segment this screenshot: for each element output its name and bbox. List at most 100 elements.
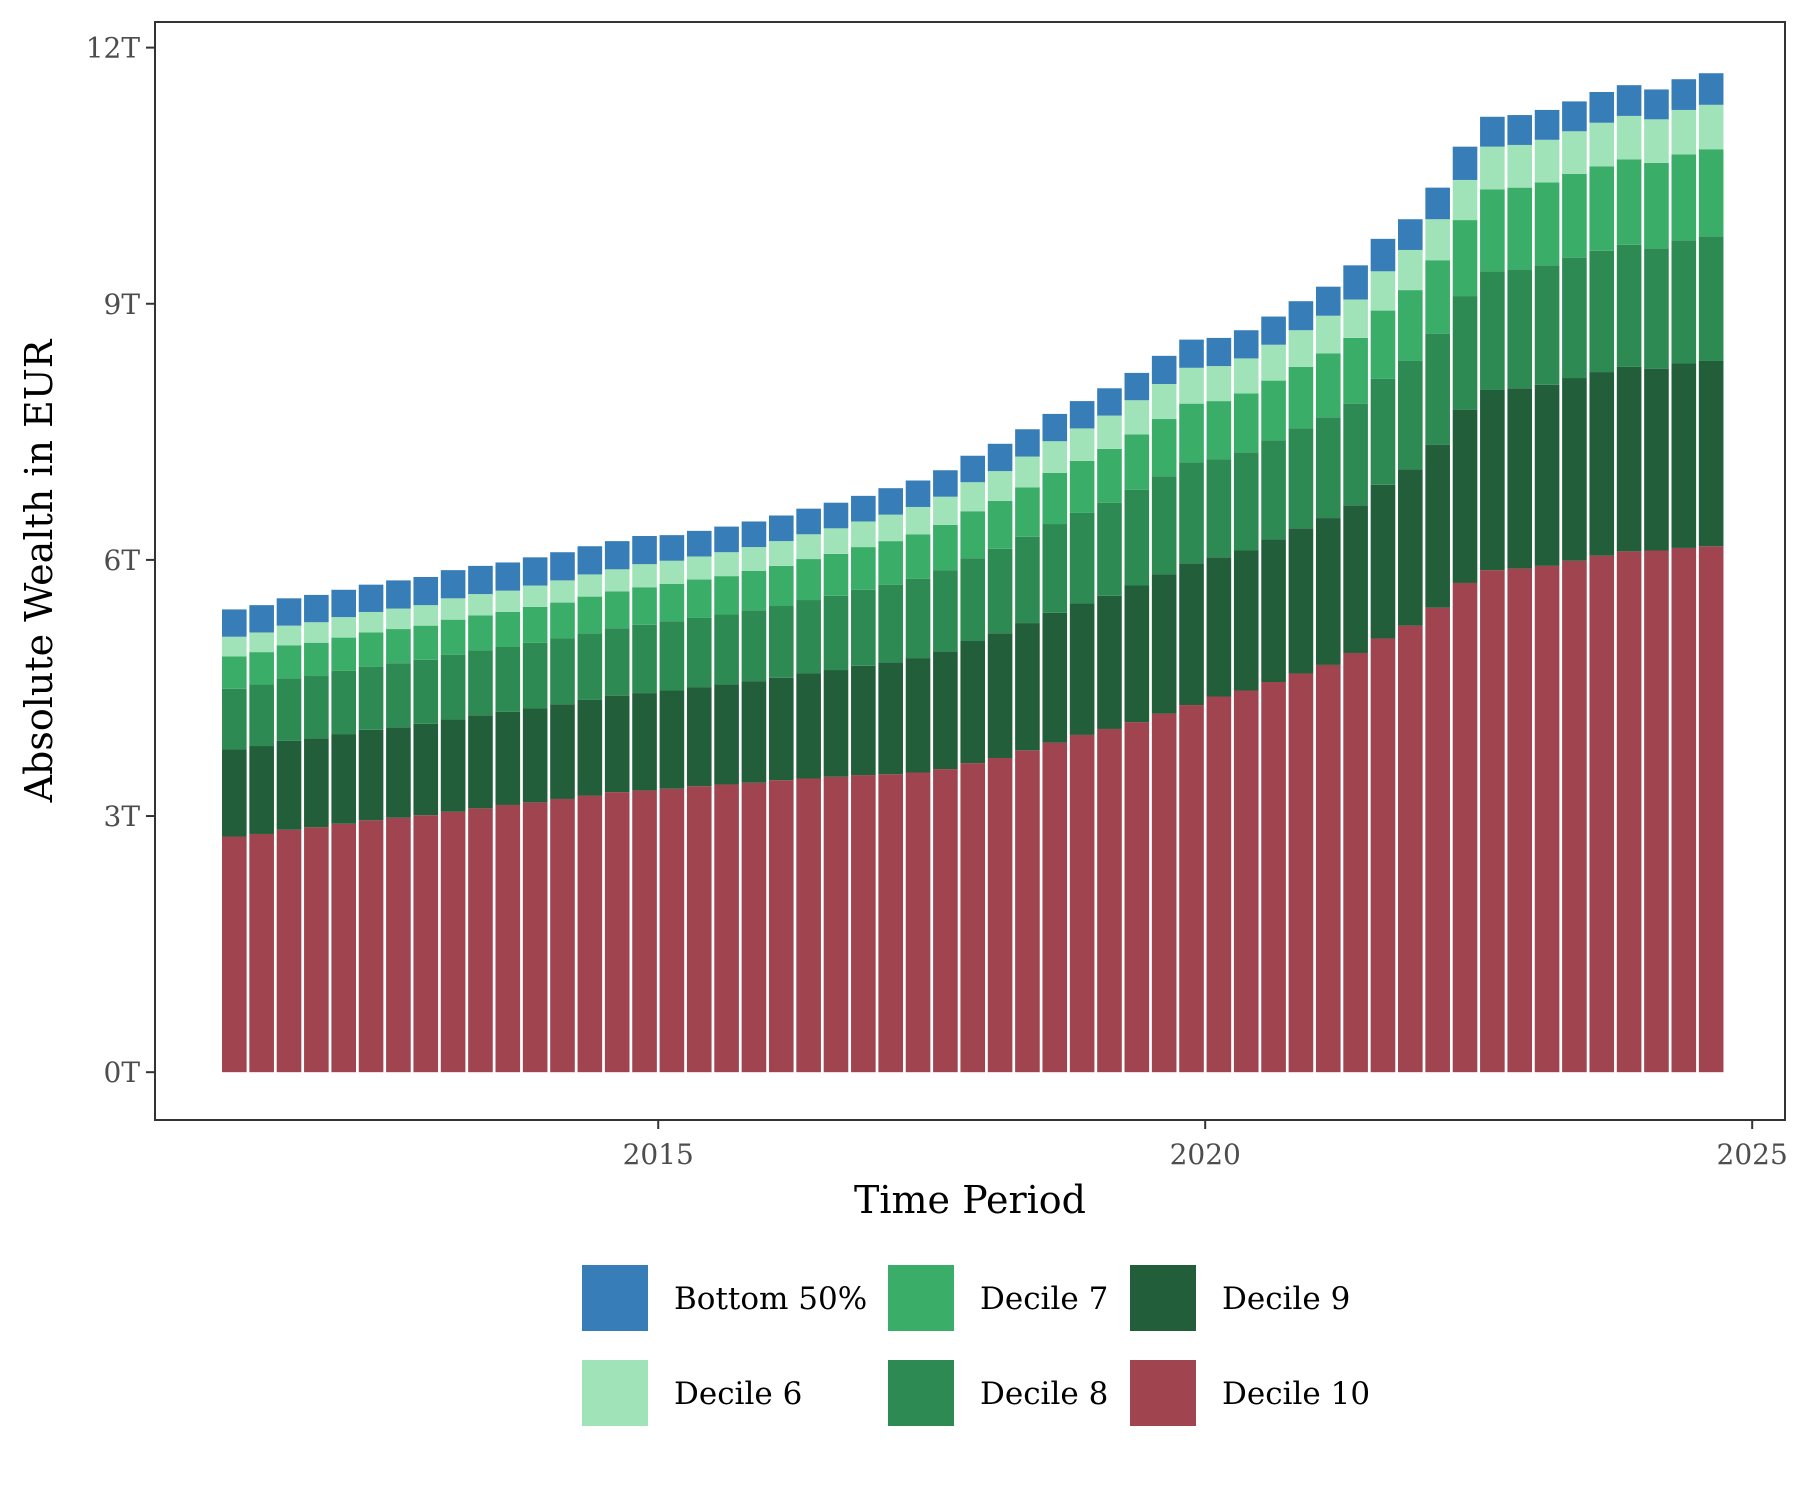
bar-segment-decile-10 <box>550 798 575 1073</box>
bar-segment-decile-8 <box>468 650 493 716</box>
bar-segment-decile-7 <box>276 645 302 679</box>
bar-segment-bottom-50 <box>796 508 821 535</box>
bar-segment-decile-9 <box>276 740 302 830</box>
bar-segment-decile-9 <box>1644 368 1669 551</box>
bar-segment-bottom-50 <box>987 443 1013 472</box>
bar-segment-decile-8 <box>1644 248 1669 369</box>
bar-segment-decile-6 <box>522 585 548 607</box>
bar-segment-bottom-50 <box>1288 301 1314 331</box>
legend-label-bottom-50: Bottom 50% <box>674 1281 867 1317</box>
bar-segment-decile-10 <box>1261 682 1286 1073</box>
bar-segment-decile-6 <box>823 528 849 554</box>
bar-segment-decile-10 <box>1042 742 1068 1073</box>
bar-segment-decile-8 <box>933 570 958 652</box>
bar-segment-decile-10 <box>1534 565 1560 1073</box>
bar-segment-decile-7 <box>386 629 411 664</box>
bar-segment-decile-9 <box>604 695 630 793</box>
bar-segment-bottom-50 <box>632 535 657 565</box>
legend-label-decile-10: Decile 10 <box>1222 1376 1370 1412</box>
bar-segment-decile-9 <box>851 665 876 776</box>
bar-segment-decile-6 <box>550 580 575 603</box>
bar-segment-bottom-50 <box>1206 337 1232 367</box>
bar-segment-decile-6 <box>440 598 466 620</box>
bar-segment-bottom-50 <box>1233 330 1259 359</box>
legend-key-decile-6 <box>582 1360 648 1426</box>
bar-segment-decile-6 <box>1507 144 1533 188</box>
bar-segment-bottom-50 <box>1343 265 1368 300</box>
bar-segment-bottom-50 <box>851 495 876 522</box>
bar-segment-decile-7 <box>1097 448 1122 503</box>
bar-segment-decile-6 <box>1097 415 1122 449</box>
bar-segment-decile-6 <box>1179 367 1204 404</box>
bar-segment-decile-7 <box>987 500 1013 549</box>
bar-segment-decile-8 <box>1589 250 1615 373</box>
bar-segment-decile-9 <box>1179 563 1204 706</box>
y-tick-label: 12T <box>86 32 141 65</box>
bar-segment-decile-7 <box>823 553 849 596</box>
bar-segment-decile-7 <box>1562 173 1587 258</box>
bar-segment-decile-6 <box>495 590 521 612</box>
bar-segment-decile-7 <box>1698 149 1724 237</box>
bar-segment-decile-6 <box>1398 249 1423 291</box>
bar-segment-bottom-50 <box>276 598 302 626</box>
bar-segment-bottom-50 <box>1507 115 1533 145</box>
bar-segment-decile-8 <box>851 589 876 666</box>
bar-segment-decile-9 <box>331 734 357 824</box>
bar-segment-bottom-50 <box>304 594 329 623</box>
bar-segment-decile-10 <box>1179 705 1204 1073</box>
bar-segment-decile-10 <box>358 820 384 1073</box>
bar-segment-decile-8 <box>1288 428 1314 529</box>
bar-segment-decile-9 <box>386 727 411 818</box>
bar-segment-decile-10 <box>659 788 685 1073</box>
axes: 0T 3T 6T 9T 12T 2015 2020 2025 <box>86 32 1788 1171</box>
bar-segment-bottom-50 <box>522 557 548 586</box>
bar-segment-decile-6 <box>1343 299 1368 338</box>
bar-segment-decile-6 <box>987 471 1013 501</box>
bar-segment-decile-6 <box>1124 400 1150 435</box>
bar-segment-decile-8 <box>1616 244 1642 367</box>
bar-segment-decile-7 <box>686 579 712 618</box>
bar-segment-decile-8 <box>1534 265 1560 385</box>
bar-segment-decile-10 <box>1589 555 1615 1073</box>
bar-segment-decile-6 <box>1151 384 1177 420</box>
bar-segment-decile-7 <box>1288 366 1314 429</box>
bar-segment-decile-9 <box>714 684 739 785</box>
bar-segment-decile-7 <box>304 642 329 677</box>
bar-segment-decile-8 <box>905 578 931 659</box>
bar-segment-decile-7 <box>1315 353 1341 418</box>
bar-segment-decile-10 <box>1370 638 1396 1073</box>
bar-segment-decile-6 <box>276 625 302 646</box>
bar-segment-decile-8 <box>1425 333 1450 445</box>
bar-segment-bottom-50 <box>1480 116 1505 147</box>
bar-segment-decile-10 <box>331 823 357 1073</box>
bar-segment-decile-10 <box>933 769 958 1073</box>
bar-segment-decile-6 <box>604 569 630 592</box>
bar-segment-bottom-50 <box>331 589 357 618</box>
bar-segment-bottom-50 <box>933 470 958 497</box>
bar-segment-decile-6 <box>249 632 274 653</box>
bar-segment-decile-6 <box>1206 366 1232 402</box>
bar-segment-decile-8 <box>1015 536 1040 624</box>
bar-segment-decile-10 <box>495 804 521 1073</box>
bar-segment-decile-10 <box>1233 690 1259 1073</box>
bar-segment-decile-10 <box>604 792 630 1073</box>
bar-segment-decile-9 <box>1206 557 1232 697</box>
bar-segment-bottom-50 <box>1452 146 1478 180</box>
y-tick-label: 9T <box>104 288 141 321</box>
bar-segment-bottom-50 <box>741 521 767 548</box>
bar-segment-bottom-50 <box>440 570 466 599</box>
bar-segment-decile-6 <box>768 541 794 566</box>
bar-segment-decile-9 <box>1452 409 1478 583</box>
bar-segment-decile-10 <box>851 775 876 1073</box>
bar-segment-decile-6 <box>686 556 712 580</box>
bar-segment-decile-9 <box>1562 378 1587 561</box>
bar-segment-decile-10 <box>1206 696 1232 1073</box>
bar-segment-bottom-50 <box>1616 85 1642 116</box>
bar-segment-decile-8 <box>768 606 794 678</box>
bar-segment-decile-6 <box>659 560 685 584</box>
bar-segment-decile-6 <box>577 574 603 597</box>
bar-segment-decile-6 <box>1425 219 1450 261</box>
bar-segment-bottom-50 <box>1179 339 1204 368</box>
x-tick-label: 2025 <box>1717 1138 1788 1171</box>
